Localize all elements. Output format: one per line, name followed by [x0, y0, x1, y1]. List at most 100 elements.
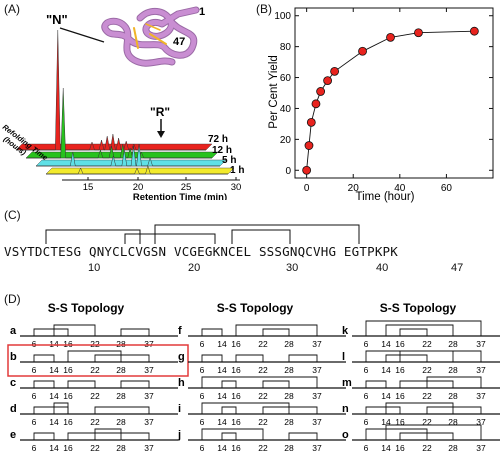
topology-tick-n-6: 6	[364, 417, 369, 427]
topology-bracket-n-2	[426, 406, 482, 414]
topology-tick-k-22: 22	[422, 339, 432, 349]
panel-label-b: (B)	[256, 2, 272, 16]
topology-tick-b-6: 6	[32, 365, 37, 375]
topology-tick-o-6: 6	[364, 443, 369, 453]
topology-tick-h-6: 6	[200, 391, 205, 401]
x-tick-label-20: 20	[348, 183, 360, 194]
topology-tick-k-6: 6	[364, 339, 369, 349]
topology-bracket-a-2	[120, 328, 150, 336]
topology-bracket-f-0	[201, 328, 223, 336]
topology-bracket-g-1	[235, 354, 264, 362]
topology-tick-h-22: 22	[258, 391, 268, 401]
topology-tick-i-6: 6	[200, 417, 205, 427]
chromatogram-stack	[15, 29, 235, 175]
y-tick-label-0: 0	[285, 166, 291, 177]
bracket-14-22	[124, 233, 216, 244]
topology-tick-d-28: 28	[116, 417, 126, 427]
topology-tick-i-37: 37	[312, 417, 322, 427]
topology-tick-i-22: 22	[258, 417, 268, 427]
panel-label-a: (A)	[4, 2, 20, 16]
topology-tick-k-14: 14	[381, 339, 391, 349]
topology-tick-m-14: 14	[381, 391, 391, 401]
topology-letter-k: k	[342, 325, 349, 337]
topology-letter-f: f	[178, 325, 182, 337]
yield-series-line	[306, 30, 475, 171]
topology-tick-f-37: 37	[312, 339, 322, 349]
topology-tick-d-16: 16	[63, 417, 73, 427]
trace-label-12h: 12 h	[212, 145, 232, 156]
topology-letter-j: j	[177, 429, 181, 441]
x-tick-label-0: 0	[304, 183, 310, 194]
topology-bracket-c-0	[33, 380, 55, 388]
topology-bracket-d-0	[33, 406, 69, 414]
topology-bracket-j-2	[288, 432, 318, 440]
topology-tick-o-14: 14	[381, 443, 391, 453]
native-label: "N"	[46, 12, 68, 27]
topology-tick-f-16: 16	[231, 339, 241, 349]
topology-bracket-m-2	[426, 376, 482, 388]
yield-plot-area: 0 20 40 60 80 100 0 20 40 60	[274, 7, 494, 194]
trace-peaks-72h	[16, 29, 206, 151]
yield-point	[306, 117, 316, 127]
topology-tick-m-28: 28	[448, 391, 458, 401]
topology-tick-a-28: 28	[116, 339, 126, 349]
topology-tick-m-16: 16	[395, 391, 405, 401]
trace-peaks-1h	[46, 165, 228, 175]
topology-tick-m-37: 37	[476, 391, 486, 401]
panel-b-yield-chart: 0 20 40 60 80 100 0 20 40 60 Per Cent Yield Time …	[268, 7, 494, 203]
topology-tick-n-16: 16	[395, 417, 405, 427]
y-tick-label-100: 100	[274, 11, 291, 22]
topology-letter-i: i	[178, 403, 181, 415]
yield-chart-xlabel: Time (hour)	[356, 191, 415, 203]
retention-tick-label-30: 30	[231, 182, 242, 193]
trace-label-1h: 1 h	[230, 165, 244, 176]
topology-letter-g: g	[178, 351, 185, 363]
topology-letter-e: e	[10, 429, 16, 441]
topology-tick-h-28: 28	[284, 391, 294, 401]
disulfide-brackets	[45, 224, 360, 244]
panel-d-topology: S-S Topology S-S Topology S-S Topology a…	[7, 301, 500, 453]
sequence-number-10: 10	[88, 262, 101, 274]
yield-point	[311, 99, 321, 109]
topology-tick-i-28: 28	[284, 417, 294, 427]
residue-start-label: 1	[199, 6, 205, 18]
topology-tick-d-37: 37	[144, 417, 154, 427]
topology-tick-e-16: 16	[63, 443, 73, 453]
retention-axis: 15 20 25 30	[62, 177, 241, 193]
topology-bracket-b-1	[67, 350, 122, 362]
y-tick-label-60: 60	[280, 73, 292, 84]
topology-tick-e-37: 37	[144, 443, 154, 453]
topology-bracket-c-1	[67, 380, 96, 388]
x-tick-label-40: 40	[394, 183, 406, 194]
yield-point	[304, 141, 314, 150]
topology-tick-k-16: 16	[395, 339, 405, 349]
topology-tick-g-22: 22	[258, 365, 268, 375]
topology-title-3: S-S Topology	[380, 301, 457, 315]
topology-bracket-a-0	[33, 328, 69, 336]
trace-peaks-12h	[26, 87, 212, 159]
topology-tick-n-14: 14	[381, 417, 391, 427]
topology-tick-n-22: 22	[422, 417, 432, 427]
topology-tick-g-6: 6	[200, 365, 205, 375]
y-tick-label-20: 20	[280, 135, 292, 146]
topology-tick-g-14: 14	[217, 365, 227, 375]
topology-bracket-g-2	[288, 354, 318, 362]
topology-tick-f-28: 28	[284, 339, 294, 349]
topology-tick-o-37: 37	[476, 443, 486, 453]
topology-bracket-b-2	[94, 354, 150, 362]
topology-tick-h-16: 16	[231, 391, 241, 401]
topology-bracket-i-0	[201, 402, 290, 414]
topology-tick-d-14: 14	[49, 417, 59, 427]
protein-structure-ribbon	[101, 6, 200, 67]
topology-bracket-h-0	[201, 376, 318, 388]
yield-point	[386, 32, 395, 42]
topology-grid: a 6 14 16 22 28 37 b 6 14 16 22 28 37 c 6 14 16 22 28 37 d 6 14…	[7, 320, 500, 453]
topology-bracket-i-2	[262, 406, 318, 414]
yield-point	[323, 76, 333, 86]
panel-label-c: (C)	[4, 208, 21, 222]
topology-bracket-k-0	[365, 320, 482, 336]
topology-tick-e-28: 28	[116, 443, 126, 453]
topology-tick-k-28: 28	[448, 339, 458, 349]
topology-tick-f-6: 6	[200, 339, 205, 349]
residue-end-label: 47	[173, 36, 185, 48]
